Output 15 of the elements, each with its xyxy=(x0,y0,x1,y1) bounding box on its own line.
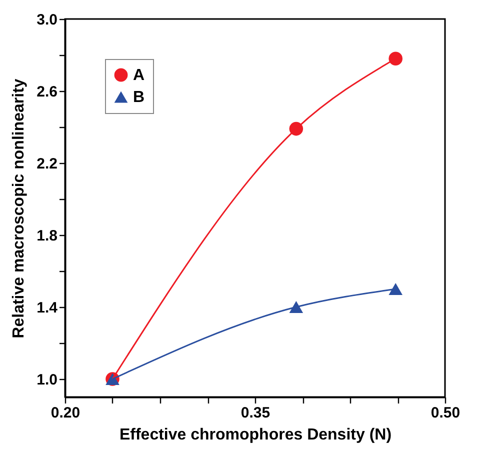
y-tick-label: 1.8 xyxy=(36,228,58,244)
legend-label: B xyxy=(133,89,145,106)
x-tick-label: 0.35 xyxy=(240,404,270,422)
y-tick-label: 2.6 xyxy=(36,84,58,100)
text: 0.20 xyxy=(50,404,80,422)
point xyxy=(388,283,402,295)
y-tick-label: 1.4 xyxy=(36,300,58,316)
y-tick-label: 2.2 xyxy=(36,156,58,172)
y-tick-label: 1.0 xyxy=(36,372,58,388)
legend-label: A xyxy=(133,67,145,84)
y-axis-title: Relative macroscopic nonlinearity xyxy=(10,78,28,338)
x-tick-label: 0.50 xyxy=(430,404,460,422)
point xyxy=(388,52,402,66)
y-tick-label: 3.0 xyxy=(36,12,58,28)
x-axis-title: Effective chromophores Density (N) xyxy=(119,426,392,444)
